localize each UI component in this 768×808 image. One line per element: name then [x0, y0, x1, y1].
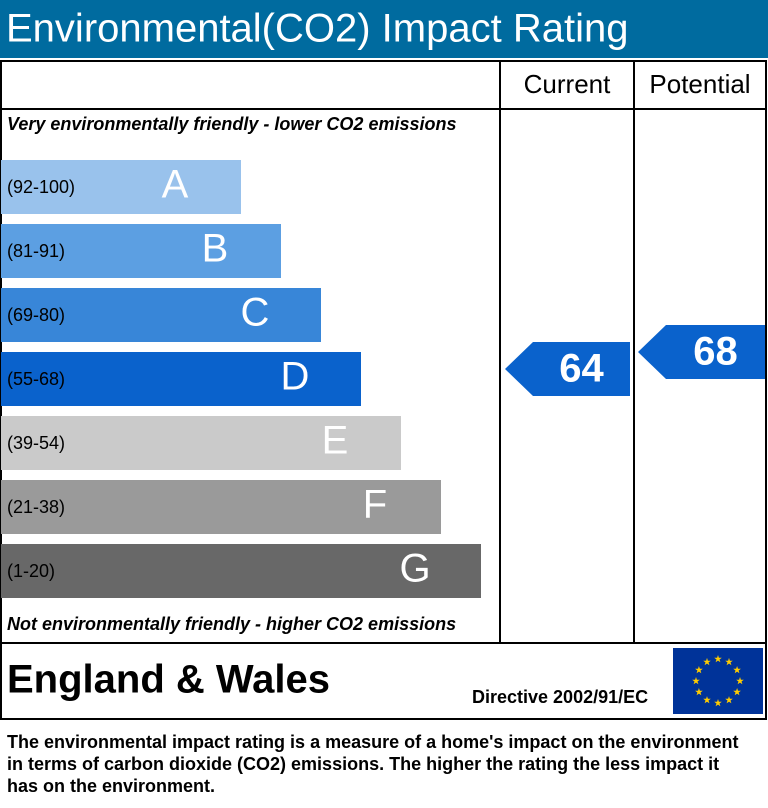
band-bar: [1, 416, 401, 470]
band-letter: D: [281, 355, 310, 399]
title: Environmental(CO2) Impact Rating: [6, 7, 628, 51]
eu-star: [725, 696, 733, 704]
band-range: (92-100): [7, 177, 75, 197]
band-range: (21-38): [7, 497, 65, 517]
title-bar: [0, 0, 768, 58]
band-range: (69-80): [7, 305, 65, 325]
rating-chart: Environmental(CO2) Impact Rating Current…: [0, 0, 768, 720]
eu-star: [714, 655, 722, 663]
band-range: (55-68): [7, 369, 65, 389]
rating-arrow: [638, 325, 765, 379]
band-bar: [1, 288, 321, 342]
band-letter: E: [322, 419, 349, 463]
column-header: Potential: [649, 69, 750, 99]
rating-value: 68: [693, 330, 738, 374]
band-letter: F: [363, 483, 387, 527]
band-letter: C: [241, 291, 270, 335]
band-range: (1-20): [7, 561, 55, 581]
footer-text: The environmental impact rating is a mea…: [7, 732, 739, 796]
eu-star: [733, 688, 741, 696]
band-range: (81-91): [7, 241, 65, 261]
eu-star: [703, 657, 711, 666]
band-bar: [1, 544, 481, 598]
eu-star: [736, 677, 744, 685]
band-letter: A: [162, 163, 189, 207]
band-bar: [1, 352, 361, 406]
rating-value: 64: [559, 347, 604, 391]
eu-star: [692, 677, 700, 685]
bottom-note: Not environmentally friendly - higher CO…: [7, 614, 456, 634]
band-bar: [1, 480, 441, 534]
band-letter: B: [202, 227, 229, 271]
band-bar: [1, 160, 241, 214]
eu-star: [733, 666, 741, 674]
band-letter: G: [399, 547, 430, 591]
eu-star: [725, 657, 733, 666]
top-note: Very environmentally friendly - lower CO…: [7, 114, 456, 134]
directive: Directive 2002/91/EC: [472, 687, 648, 707]
column-header: Current: [524, 69, 611, 99]
band-range: (39-54): [7, 433, 65, 453]
region: England & Wales: [7, 658, 330, 702]
eu-star: [703, 696, 711, 704]
rating-arrow: [505, 342, 630, 396]
eu-star: [695, 666, 703, 674]
eu-star: [714, 699, 722, 707]
eu-star: [695, 688, 703, 696]
band-bar: [1, 224, 281, 278]
